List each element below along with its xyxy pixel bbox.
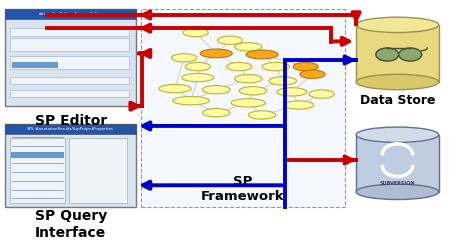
Ellipse shape bbox=[398, 48, 421, 61]
Ellipse shape bbox=[239, 87, 266, 95]
Ellipse shape bbox=[248, 111, 275, 119]
Text: SUBVERSION: SUBVERSION bbox=[379, 181, 414, 186]
FancyBboxPatch shape bbox=[5, 9, 136, 106]
Ellipse shape bbox=[181, 73, 213, 82]
FancyBboxPatch shape bbox=[5, 124, 136, 134]
FancyBboxPatch shape bbox=[355, 135, 438, 192]
FancyBboxPatch shape bbox=[140, 9, 344, 207]
FancyBboxPatch shape bbox=[10, 38, 129, 51]
Text: SP
Framework: SP Framework bbox=[201, 175, 284, 203]
FancyBboxPatch shape bbox=[10, 138, 65, 203]
Text: Data Store: Data Store bbox=[359, 94, 434, 107]
Ellipse shape bbox=[276, 88, 306, 96]
Ellipse shape bbox=[283, 101, 313, 109]
FancyBboxPatch shape bbox=[5, 9, 136, 19]
Text: SP Editor: SP Editor bbox=[34, 114, 106, 128]
Ellipse shape bbox=[262, 62, 289, 71]
FancyBboxPatch shape bbox=[5, 124, 136, 207]
Ellipse shape bbox=[217, 36, 242, 45]
Ellipse shape bbox=[234, 75, 262, 83]
Ellipse shape bbox=[269, 77, 296, 85]
FancyBboxPatch shape bbox=[10, 90, 129, 97]
Ellipse shape bbox=[299, 70, 325, 78]
FancyBboxPatch shape bbox=[10, 76, 129, 84]
Ellipse shape bbox=[226, 62, 251, 71]
Ellipse shape bbox=[183, 28, 208, 37]
Text: atrias::SspEditor::Frame::Editor: atrias::SspEditor::Frame::Editor bbox=[38, 12, 103, 16]
Text: SP Query
Interface: SP Query Interface bbox=[34, 209, 106, 240]
Ellipse shape bbox=[355, 184, 438, 200]
FancyBboxPatch shape bbox=[355, 25, 438, 82]
Ellipse shape bbox=[355, 74, 438, 90]
Ellipse shape bbox=[234, 43, 262, 51]
Ellipse shape bbox=[230, 99, 265, 107]
Ellipse shape bbox=[185, 62, 210, 71]
Text: SPS::AnnotationResults/SspProjectProperties: SPS::AnnotationResults/SspProjectPropert… bbox=[27, 127, 114, 131]
Ellipse shape bbox=[172, 97, 209, 105]
FancyBboxPatch shape bbox=[11, 152, 63, 158]
Ellipse shape bbox=[202, 85, 230, 94]
Ellipse shape bbox=[308, 90, 334, 98]
Ellipse shape bbox=[292, 62, 318, 71]
Ellipse shape bbox=[246, 50, 278, 59]
Ellipse shape bbox=[355, 127, 438, 143]
Ellipse shape bbox=[200, 49, 232, 58]
FancyBboxPatch shape bbox=[69, 138, 127, 203]
Ellipse shape bbox=[355, 17, 438, 33]
Ellipse shape bbox=[202, 109, 230, 117]
FancyBboxPatch shape bbox=[10, 28, 129, 36]
Ellipse shape bbox=[375, 48, 398, 61]
Ellipse shape bbox=[171, 54, 196, 62]
FancyBboxPatch shape bbox=[10, 56, 129, 69]
Ellipse shape bbox=[158, 84, 190, 93]
FancyBboxPatch shape bbox=[12, 62, 58, 68]
